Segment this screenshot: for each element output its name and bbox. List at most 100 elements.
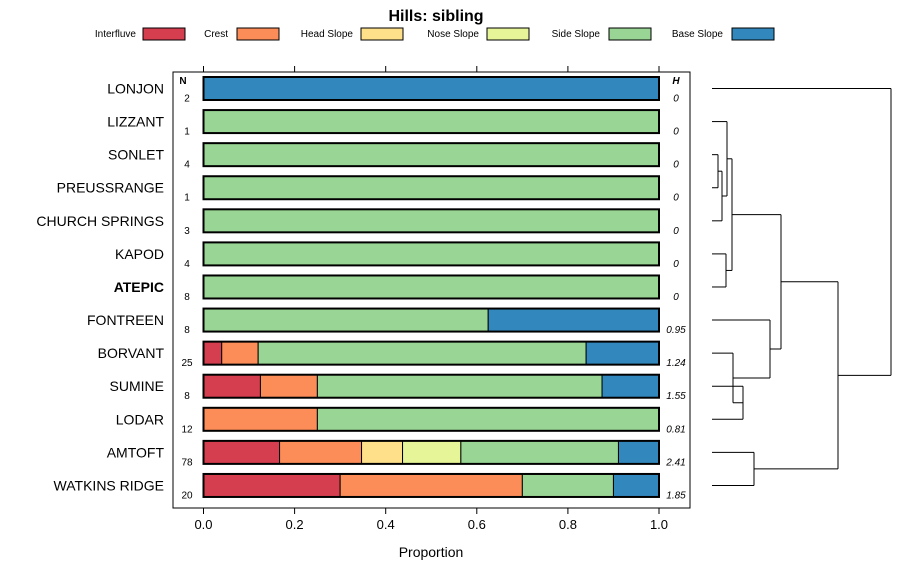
chart-title: Hills: sibling <box>388 8 483 25</box>
bar-outline <box>202 274 660 300</box>
row-label: SONLET <box>108 147 164 163</box>
n-column-header: N <box>179 76 186 87</box>
row-n-value: 4 <box>184 160 190 171</box>
row-n-value: 1 <box>184 127 190 138</box>
row-n-value: 20 <box>181 490 193 501</box>
x-tick-label: 0.8 <box>559 517 577 532</box>
dendrogram <box>712 88 892 486</box>
row-n-value: 12 <box>181 424 193 435</box>
bar-segment-side-slope <box>203 175 660 200</box>
row-n-value: 2 <box>184 94 190 105</box>
row-h-value: 0.95 <box>666 325 686 336</box>
bar-row-lodar: LODAR 12 0.81 <box>116 406 686 435</box>
row-n-value: 3 <box>184 226 190 237</box>
plot-frame <box>172 71 691 509</box>
row-h-value: 1.55 <box>666 391 686 402</box>
bar-row-sonlet: SONLET 4 0 <box>108 142 679 171</box>
bar-outline <box>202 76 660 101</box>
bar-outline <box>202 340 660 366</box>
bar-row-borvant: BORVANT 25 1.24 <box>98 340 686 369</box>
bar-outline <box>202 208 660 234</box>
row-label: CHURCH SPRINGS <box>36 213 164 229</box>
bar-row-kapod: KAPOD 4 0 <box>115 241 679 270</box>
bar-row-watkins-ridge: WATKINS RIDGE 20 1.85 <box>54 472 686 501</box>
bar-segment-interfluve <box>203 440 281 465</box>
row-label: ATEPIC <box>114 279 164 295</box>
x-axis: 0.0 0.2 0.4 0.6 0.8 1.0 <box>194 508 668 532</box>
bar-segment-crest <box>279 440 363 465</box>
bar-row-lonjon: LONJON 2 0 <box>107 76 679 105</box>
row-h-value: 1.24 <box>666 358 686 369</box>
bar-segment-side-slope <box>203 241 660 266</box>
row-h-value: 0 <box>673 94 679 105</box>
bar-segment-side-slope <box>316 374 603 399</box>
x-tick-label: 0.6 <box>468 517 486 532</box>
row-label: FONTREEN <box>87 312 164 328</box>
row-n-value: 1 <box>184 193 190 204</box>
bar-segment-base-slope <box>601 374 660 399</box>
legend-swatch-crest <box>236 27 280 41</box>
legend-label-crest: Crest <box>204 29 228 40</box>
bar-segment-crest <box>339 473 523 498</box>
bar-segment-nose-slope <box>402 440 462 465</box>
bar-outline <box>202 142 660 168</box>
legend-swatch-base-slope <box>731 27 775 41</box>
bar-outline <box>202 175 660 201</box>
x-tick-label: 0.0 <box>194 517 212 532</box>
legend-swatch-head-slope <box>360 27 404 41</box>
bar-segment-base-slope <box>617 440 660 465</box>
bar-segment-base-slope <box>585 341 660 366</box>
legend-label-interfluve: Interfluve <box>95 29 137 40</box>
bar-outline <box>202 472 660 498</box>
row-n-value: 25 <box>181 358 193 369</box>
bar-outline <box>202 439 660 465</box>
row-h-value: 0 <box>673 160 679 171</box>
row-h-value: 0 <box>673 259 679 270</box>
legend-label-nose-slope: Nose Slope <box>427 29 479 40</box>
legend-swatch-interfluve <box>142 27 186 41</box>
bar-segment-head-slope <box>361 440 404 465</box>
x-tick-label: 0.2 <box>286 517 304 532</box>
row-label: LONJON <box>107 81 164 97</box>
bar-segment-side-slope <box>203 109 660 134</box>
legend: Interfluve Crest Head Slope Nose Slope Side … <box>95 27 775 41</box>
bar-segment-side-slope <box>521 473 614 498</box>
bar-segment-side-slope <box>460 440 619 465</box>
row-h-value: 0.81 <box>666 424 685 435</box>
legend-swatch-side-slope <box>608 27 652 41</box>
bar-row-fontreen: FONTREEN 8 0.95 <box>87 307 686 336</box>
bar-segment-interfluve <box>203 374 261 399</box>
x-tick-label: 1.0 <box>650 517 668 532</box>
bar-outline <box>202 406 660 432</box>
bar-segment-side-slope <box>316 407 660 432</box>
row-n-value: 4 <box>184 259 190 270</box>
legend-label-head-slope: Head Slope <box>301 29 354 40</box>
bar-segment-crest <box>259 374 318 399</box>
bar-row-lizzant: LIZZANT 1 0 <box>107 109 679 138</box>
x-axis-label: Proportion <box>399 544 464 560</box>
top-ticks <box>203 66 660 72</box>
row-label: SUMINE <box>110 378 164 394</box>
row-label: KAPOD <box>115 246 164 262</box>
bar-segment-side-slope <box>257 341 587 366</box>
bar-row-sumine: SUMINE 8 1.55 <box>110 373 686 402</box>
row-h-value: 0 <box>673 127 679 138</box>
row-h-value: 0 <box>673 193 679 204</box>
legend-label-base-slope: Base Slope <box>672 29 724 40</box>
bar-outline <box>202 307 660 333</box>
row-h-value: 0 <box>673 292 679 303</box>
row-label: LIZZANT <box>107 114 164 130</box>
bar-row-amtoft: AMTOFT 78 2.41 <box>107 439 686 468</box>
row-label: PREUSSRANGE <box>57 180 164 196</box>
bar-segment-base-slope <box>612 473 660 498</box>
bar-outline <box>202 109 660 135</box>
h-column-header: H <box>672 76 680 87</box>
bar-segment-side-slope <box>203 208 660 233</box>
bar-outline <box>202 373 660 399</box>
row-label: BORVANT <box>98 345 165 361</box>
bar-row-church-springs: CHURCH SPRINGS 3 0 <box>36 208 679 237</box>
bar-segment-base-slope <box>487 308 660 333</box>
bar-segment-crest <box>203 407 318 432</box>
x-tick-label: 0.4 <box>377 517 395 532</box>
row-n-value: 78 <box>181 457 193 468</box>
